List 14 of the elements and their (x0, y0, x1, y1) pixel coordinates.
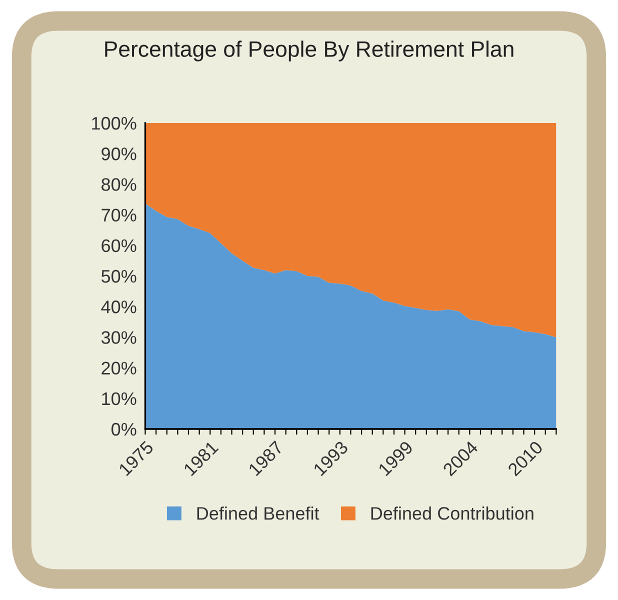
y-tick-label: 100% (92, 116, 136, 130)
legend-label: Defined Contribution (371, 506, 534, 520)
y-tick-label: 60% (102, 239, 136, 252)
y-tick-label: 80% (102, 178, 136, 191)
y-tick-label: 40% (101, 300, 136, 314)
y-tick-label: 30% (101, 331, 136, 344)
y-tick-label: 70% (102, 208, 136, 222)
y-tick-label: 0% (112, 422, 136, 436)
y-tick-label: 90% (102, 148, 136, 160)
chart-title: Percentage of People By Retirement Plan (105, 40, 514, 62)
y-tick-label: 20% (102, 362, 136, 375)
y-tick-label: 10% (102, 392, 136, 406)
y-tick-label: 50% (101, 270, 136, 283)
legend-label: Defined Benefit (197, 506, 320, 520)
